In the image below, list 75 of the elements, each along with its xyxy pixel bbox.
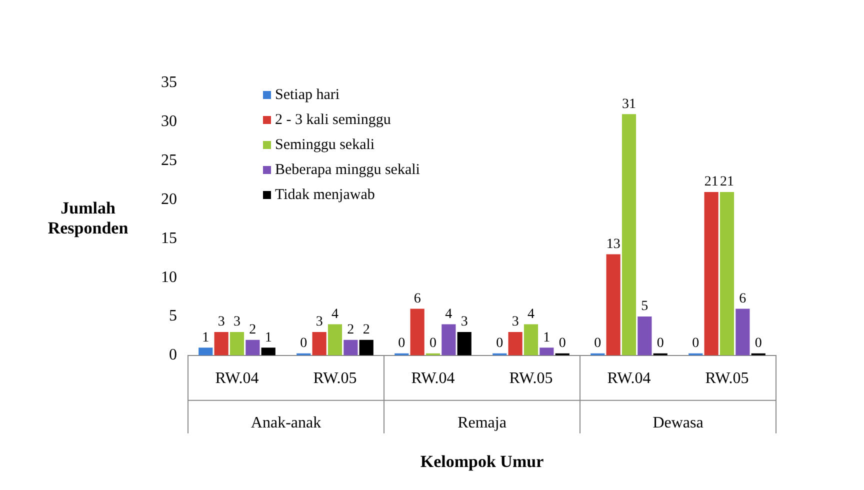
data-label: 2 <box>362 322 370 338</box>
y-tick-label: 25 <box>161 152 177 170</box>
data-label: 2 <box>347 322 354 338</box>
data-label: 4 <box>528 306 534 322</box>
text: Remaja <box>458 414 506 432</box>
data-label: 4 <box>332 306 338 322</box>
bar <box>410 308 424 356</box>
x-tick-label: RW.05 <box>313 370 357 388</box>
y-tick-label: 35 <box>161 74 177 92</box>
data-label: 4 <box>445 306 452 322</box>
data-label: 13 <box>606 236 620 252</box>
bar <box>457 332 472 356</box>
data-label: 31 <box>622 96 636 112</box>
x-tick-label: RW.04 <box>215 370 259 388</box>
y-tick-label: 10 <box>161 268 177 286</box>
x-tick-label: RW.04 <box>411 370 455 388</box>
y-tick-label: 5 <box>169 308 177 325</box>
legend-label: Setiap hari <box>275 86 340 103</box>
data-label: 0 <box>300 336 308 352</box>
data-label: 3 <box>460 314 468 330</box>
x-tick-label: RW.04 <box>607 370 651 388</box>
data-label: 6 <box>739 291 746 306</box>
y-axis-title: Jumlah Responden <box>48 198 129 238</box>
bar <box>214 332 228 356</box>
bar <box>442 324 456 356</box>
x-axis-title: Kelompok Umur <box>420 452 544 472</box>
data-label: 2 <box>249 322 256 338</box>
bar <box>198 348 213 356</box>
data-label: 21 <box>720 174 734 190</box>
data-label: 0 <box>692 336 700 352</box>
data-label: 5 <box>641 299 648 314</box>
bar <box>720 192 734 356</box>
data-label: 1 <box>543 330 550 346</box>
bar <box>359 340 374 356</box>
data-label: 3 <box>512 314 519 330</box>
bar <box>540 348 554 356</box>
data-label: 0 <box>754 336 762 352</box>
data-label: 0 <box>558 336 566 352</box>
bar <box>704 192 718 356</box>
data-label: 3 <box>234 314 240 330</box>
bar <box>344 340 358 356</box>
y-tick-label: 20 <box>161 190 177 208</box>
bar <box>328 324 342 356</box>
data-label: 3 <box>316 314 323 330</box>
bar <box>312 332 326 356</box>
data-label: 3 <box>218 314 225 330</box>
bar <box>261 348 276 356</box>
bar <box>230 332 244 356</box>
data-label: 0 <box>594 336 602 352</box>
data-label: 0 <box>656 336 664 352</box>
legend-label: 2 - 3 kali seminggu <box>275 112 392 128</box>
x-tick-label: RW.05 <box>509 370 553 388</box>
bar <box>606 254 620 356</box>
y-tick-label: 0 <box>169 346 177 364</box>
bar <box>246 340 260 356</box>
bar <box>638 316 652 356</box>
text: Dewasa <box>652 414 704 432</box>
legend-label: Beberapa minggu sekali <box>275 162 420 178</box>
text: Anak-anak <box>250 414 322 432</box>
legend-label: Tidak menjawab <box>275 186 375 203</box>
data-label: 1 <box>264 330 272 346</box>
y-tick-label: 15 <box>161 230 177 247</box>
y-tick-label: 30 <box>161 113 177 130</box>
data-label: 0 <box>398 336 406 352</box>
bar <box>736 308 750 356</box>
x-tick-label: RW.05 <box>705 370 749 388</box>
data-label: 0 <box>496 336 504 352</box>
data-label: 21 <box>704 174 718 190</box>
bar <box>508 332 522 356</box>
data-label: 1 <box>202 330 210 346</box>
data-label: 0 <box>430 336 436 352</box>
bar <box>622 114 636 356</box>
legend-label: Seminggu sekali <box>275 136 375 153</box>
data-label: 6 <box>414 291 421 306</box>
bar <box>524 324 538 356</box>
